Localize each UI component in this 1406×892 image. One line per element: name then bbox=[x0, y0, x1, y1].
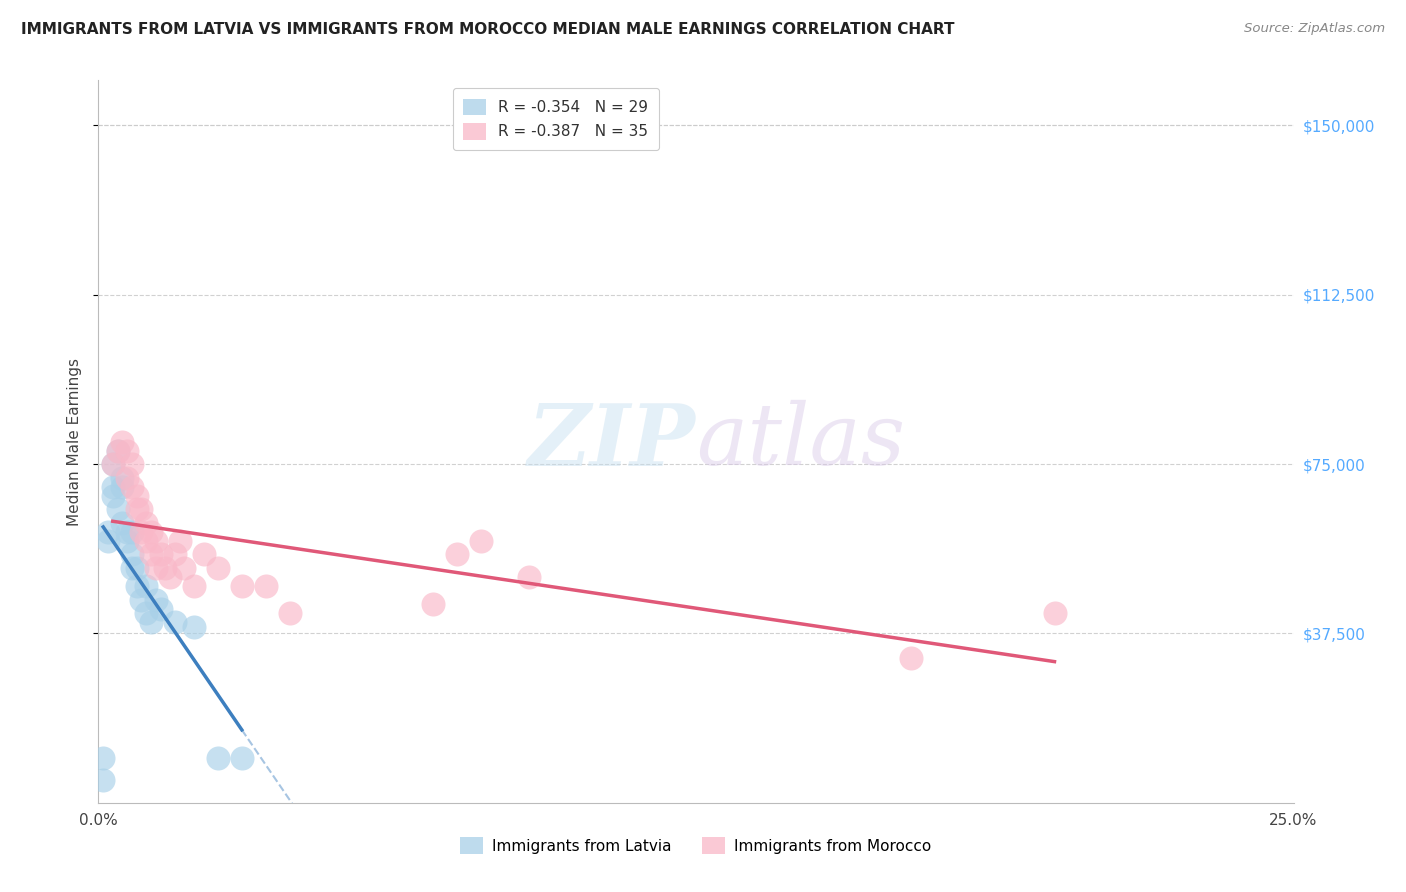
Point bbox=[125, 502, 148, 516]
Point bbox=[131, 502, 153, 516]
Text: Source: ZipAtlas.com: Source: ZipAtlas.com bbox=[1244, 22, 1385, 36]
Point bbox=[231, 579, 253, 593]
Point bbox=[422, 597, 444, 611]
Point bbox=[115, 524, 138, 539]
Point bbox=[470, 533, 492, 548]
Point bbox=[101, 489, 124, 503]
Point bbox=[125, 489, 148, 503]
Point bbox=[145, 561, 167, 575]
Point bbox=[207, 561, 229, 575]
Point bbox=[163, 548, 186, 562]
Point bbox=[135, 516, 157, 530]
Point bbox=[111, 470, 134, 484]
Point bbox=[145, 533, 167, 548]
Point bbox=[125, 579, 148, 593]
Point bbox=[115, 443, 138, 458]
Point bbox=[207, 750, 229, 764]
Text: ZIP: ZIP bbox=[529, 400, 696, 483]
Point bbox=[900, 651, 922, 665]
Point bbox=[111, 516, 134, 530]
Point bbox=[149, 548, 172, 562]
Point bbox=[125, 561, 148, 575]
Point bbox=[121, 561, 143, 575]
Point bbox=[101, 457, 124, 471]
Point bbox=[149, 601, 172, 615]
Text: IMMIGRANTS FROM LATVIA VS IMMIGRANTS FROM MOROCCO MEDIAN MALE EARNINGS CORRELATI: IMMIGRANTS FROM LATVIA VS IMMIGRANTS FRO… bbox=[21, 22, 955, 37]
Point bbox=[121, 480, 143, 494]
Point bbox=[254, 579, 277, 593]
Point bbox=[97, 524, 120, 539]
Point bbox=[135, 579, 157, 593]
Point bbox=[278, 606, 301, 620]
Point bbox=[107, 443, 129, 458]
Point bbox=[139, 548, 162, 562]
Point bbox=[107, 443, 129, 458]
Point bbox=[159, 570, 181, 584]
Point bbox=[121, 457, 143, 471]
Point bbox=[135, 606, 157, 620]
Point bbox=[169, 533, 191, 548]
Point bbox=[139, 524, 162, 539]
Point bbox=[145, 592, 167, 607]
Point bbox=[101, 457, 124, 471]
Point bbox=[155, 561, 177, 575]
Legend: Immigrants from Latvia, Immigrants from Morocco: Immigrants from Latvia, Immigrants from … bbox=[454, 831, 938, 860]
Point bbox=[107, 502, 129, 516]
Point bbox=[111, 480, 134, 494]
Point bbox=[139, 615, 162, 630]
Point bbox=[121, 524, 143, 539]
Point bbox=[163, 615, 186, 630]
Point bbox=[121, 548, 143, 562]
Point bbox=[97, 533, 120, 548]
Point bbox=[101, 480, 124, 494]
Point bbox=[131, 592, 153, 607]
Point bbox=[183, 579, 205, 593]
Y-axis label: Median Male Earnings: Median Male Earnings bbox=[67, 358, 83, 525]
Point bbox=[193, 548, 215, 562]
Text: atlas: atlas bbox=[696, 401, 905, 483]
Point bbox=[111, 434, 134, 449]
Point bbox=[91, 773, 114, 788]
Point bbox=[135, 533, 157, 548]
Point bbox=[173, 561, 195, 575]
Point bbox=[517, 570, 540, 584]
Point bbox=[131, 524, 153, 539]
Point bbox=[115, 470, 138, 484]
Point bbox=[183, 620, 205, 634]
Point bbox=[231, 750, 253, 764]
Point bbox=[91, 750, 114, 764]
Point bbox=[1043, 606, 1066, 620]
Point bbox=[446, 548, 468, 562]
Point bbox=[115, 533, 138, 548]
